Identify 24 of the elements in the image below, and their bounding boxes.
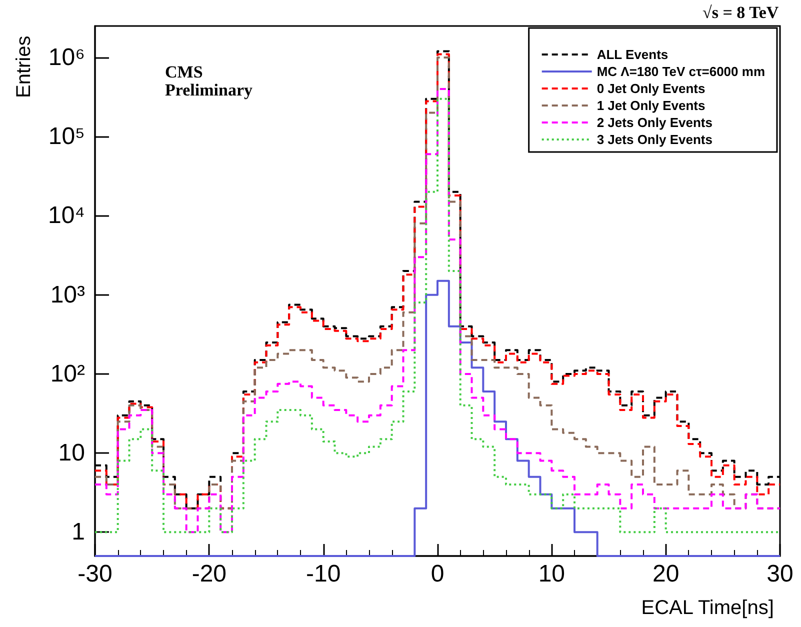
- x-tick-label: 30: [766, 560, 794, 588]
- legend-label: ALL Events: [596, 47, 668, 62]
- y-tick-label: 10⁵: [48, 123, 85, 150]
- x-axis-title: ECAL Time[ns]: [641, 597, 774, 619]
- y-tick-label: 10³: [50, 281, 86, 308]
- x-tick-label: -30: [78, 560, 112, 588]
- x-tick-label: -10: [306, 560, 341, 588]
- legend-label: MC Λ=180 TeV cτ=6000 mm: [596, 64, 765, 79]
- x-tick-label: 0: [430, 560, 444, 588]
- x-tick-label: -20: [192, 560, 227, 588]
- y-tick-label: 10⁴: [48, 202, 85, 230]
- annotation: CMS Preliminary: [165, 62, 253, 100]
- text: √s = 8 TeV: [702, 3, 780, 22]
- legend-label: 0 Jet Only Events: [596, 81, 706, 96]
- y-axis-title: Entries: [13, 36, 35, 98]
- legend-label: 1 Jet Only Events: [596, 98, 706, 113]
- y-tick-label: 10: [58, 440, 85, 467]
- legend-label: 3 Jets Only Events: [596, 132, 712, 147]
- y-tick-label: 1: [72, 518, 85, 546]
- y-tick-label: 10⁶: [48, 44, 85, 71]
- y-tick-label: 10²: [50, 360, 86, 388]
- x-tick-label: 10: [538, 560, 566, 588]
- legend-label: 2 Jets Only Events: [596, 115, 712, 130]
- x-tick-label: 20: [652, 560, 680, 588]
